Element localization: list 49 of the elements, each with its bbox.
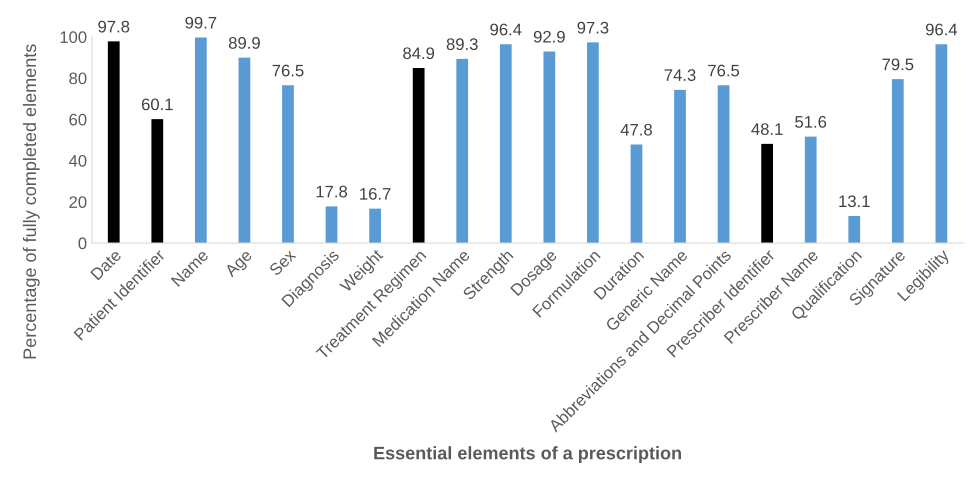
- bar: [412, 68, 425, 244]
- y-tick-label: 100: [60, 31, 86, 44]
- bar: [804, 136, 817, 244]
- bar: [936, 44, 948, 244]
- data-label: 97.8: [98, 20, 130, 33]
- bar: [108, 41, 120, 244]
- y-tick-label: 80: [69, 72, 86, 84]
- bar: [194, 37, 207, 244]
- bar: [543, 51, 556, 244]
- x-axis-title: Essential elements of a prescription: [374, 446, 681, 464]
- data-label: 76.5: [708, 64, 740, 76]
- bar: [848, 216, 860, 244]
- y-tick-label: 60: [69, 114, 86, 126]
- data-label: 74.3: [664, 69, 696, 81]
- data-label: 17.8: [316, 186, 348, 198]
- bar: [630, 144, 642, 244]
- y-tick-label: 20: [69, 196, 86, 208]
- bar: [587, 42, 599, 244]
- data-label: 99.7: [185, 16, 216, 29]
- data-label: 84.9: [403, 47, 434, 60]
- bar: [151, 119, 164, 244]
- bar: [456, 58, 468, 244]
- data-label: 60.1: [142, 98, 173, 110]
- data-label: 79.5: [882, 58, 914, 70]
- bar: [718, 85, 730, 244]
- data-label: 96.4: [926, 24, 958, 36]
- bar: [892, 79, 904, 244]
- data-label: 96.4: [490, 24, 522, 36]
- y-axis-title: Percentage of fully completed elements: [22, 44, 40, 358]
- bar: [326, 206, 338, 244]
- data-label: 89.3: [446, 38, 478, 50]
- data-label: 48.1: [751, 123, 783, 136]
- y-tick-label: 40: [68, 154, 86, 167]
- data-label: 47.8: [620, 124, 652, 136]
- data-label: 97.3: [577, 22, 608, 34]
- bar: [282, 85, 294, 244]
- bar: [761, 144, 774, 244]
- data-label: 13.1: [839, 195, 870, 208]
- data-label: 92.9: [534, 30, 565, 43]
- bar: [674, 90, 686, 244]
- bar: [500, 44, 512, 244]
- bar: [238, 58, 250, 244]
- data-label: 16.7: [360, 188, 390, 200]
- data-label: 51.6: [795, 116, 826, 128]
- y-tick-label: 0: [78, 237, 86, 250]
- data-label: 76.5: [272, 64, 304, 76]
- x-tick-label: Age: [224, 248, 255, 280]
- bar: [369, 208, 381, 244]
- data-label: 89.9: [228, 37, 260, 49]
